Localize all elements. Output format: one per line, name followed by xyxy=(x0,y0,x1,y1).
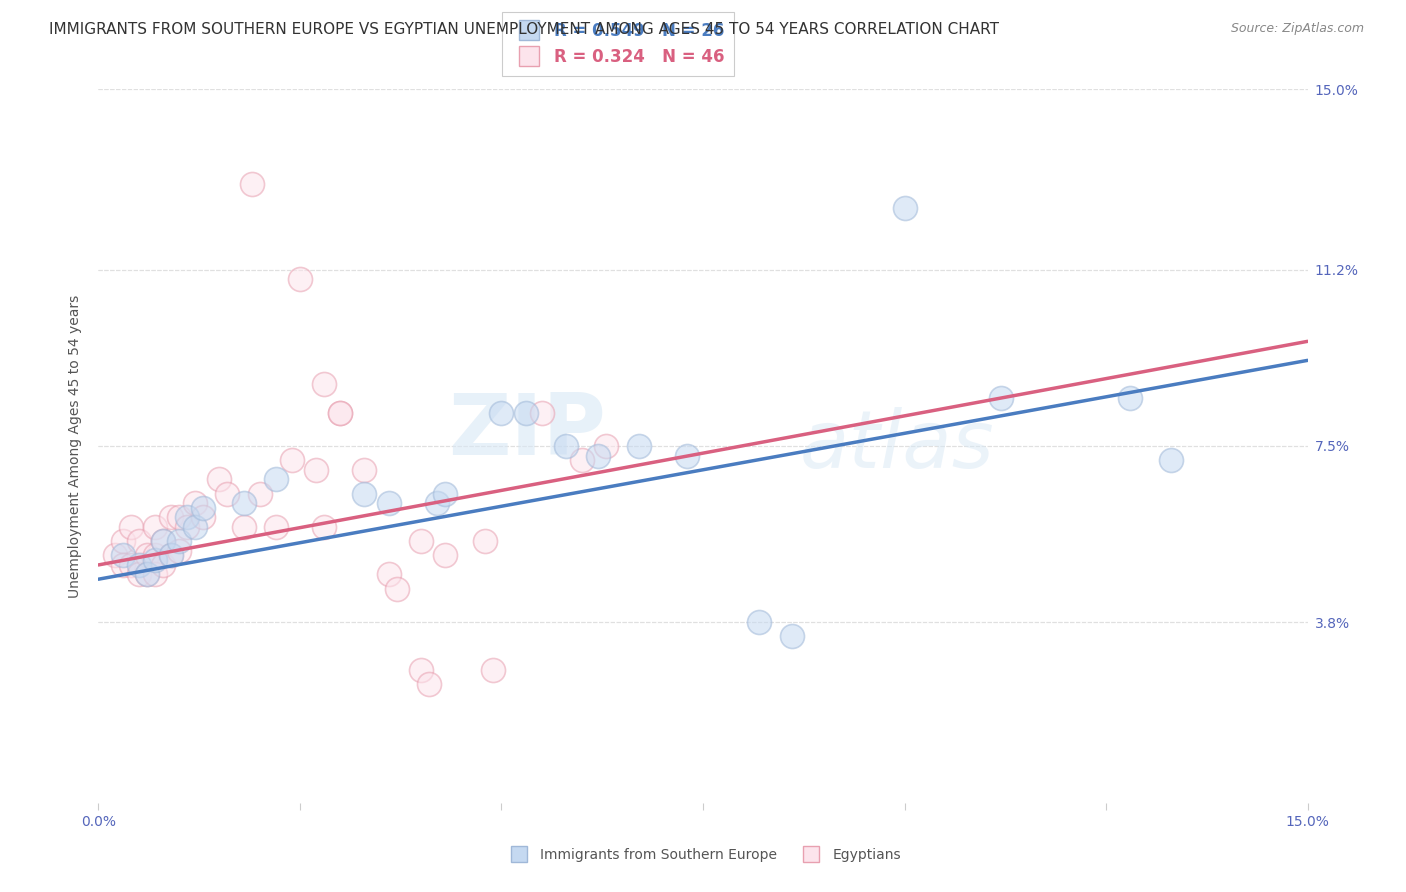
Point xyxy=(167,510,190,524)
Point xyxy=(176,510,198,524)
Point xyxy=(571,453,593,467)
Point xyxy=(627,439,650,453)
Point xyxy=(385,582,408,596)
Point xyxy=(1160,453,1182,467)
Point xyxy=(482,663,505,677)
Point xyxy=(128,567,150,582)
Point xyxy=(160,510,183,524)
Point xyxy=(474,534,496,549)
Point xyxy=(167,543,190,558)
Text: Source: ZipAtlas.com: Source: ZipAtlas.com xyxy=(1230,22,1364,36)
Point xyxy=(120,558,142,572)
Text: ZIP: ZIP xyxy=(449,390,606,474)
Point xyxy=(409,534,432,549)
Point xyxy=(264,472,287,486)
Point xyxy=(167,534,190,549)
Point xyxy=(329,406,352,420)
Point xyxy=(240,178,263,192)
Point xyxy=(990,392,1012,406)
Point xyxy=(555,439,578,453)
Point xyxy=(305,463,328,477)
Point xyxy=(152,558,174,572)
Point xyxy=(143,520,166,534)
Legend: Immigrants from Southern Europe, Egyptians: Immigrants from Southern Europe, Egyptia… xyxy=(499,842,907,867)
Point xyxy=(491,406,513,420)
Point xyxy=(893,201,915,215)
Point xyxy=(249,486,271,500)
Point xyxy=(264,520,287,534)
Point xyxy=(377,567,399,582)
Point xyxy=(184,520,207,534)
Point xyxy=(103,549,125,563)
Point xyxy=(586,449,609,463)
Point xyxy=(143,567,166,582)
Point xyxy=(377,496,399,510)
Point xyxy=(314,520,336,534)
Point xyxy=(314,377,336,392)
Point xyxy=(160,549,183,563)
Point xyxy=(780,629,803,643)
Point xyxy=(676,449,699,463)
Point xyxy=(120,520,142,534)
Point xyxy=(232,496,254,510)
Point xyxy=(208,472,231,486)
Point xyxy=(135,549,157,563)
Point xyxy=(515,406,537,420)
Point xyxy=(128,558,150,572)
Point xyxy=(193,500,215,515)
Point xyxy=(111,534,134,549)
Point xyxy=(281,453,304,467)
Point xyxy=(288,272,311,286)
Point xyxy=(143,553,166,567)
Point xyxy=(176,520,198,534)
Point xyxy=(530,406,553,420)
Point xyxy=(595,439,617,453)
Point xyxy=(152,534,174,549)
Point xyxy=(353,486,375,500)
Point xyxy=(135,567,157,582)
Point xyxy=(748,615,770,629)
Point xyxy=(426,496,449,510)
Point xyxy=(111,558,134,572)
Point xyxy=(232,520,254,534)
Point xyxy=(418,677,440,691)
Point xyxy=(135,567,157,582)
Y-axis label: Unemployment Among Ages 45 to 54 years: Unemployment Among Ages 45 to 54 years xyxy=(69,294,83,598)
Point xyxy=(160,549,183,563)
Legend: R = 0.549   N = 26, R = 0.324   N = 46: R = 0.549 N = 26, R = 0.324 N = 46 xyxy=(502,12,734,76)
Point xyxy=(143,549,166,563)
Point xyxy=(193,510,215,524)
Text: IMMIGRANTS FROM SOUTHERN EUROPE VS EGYPTIAN UNEMPLOYMENT AMONG AGES 45 TO 54 YEA: IMMIGRANTS FROM SOUTHERN EUROPE VS EGYPT… xyxy=(49,22,1000,37)
Point xyxy=(184,496,207,510)
Point xyxy=(434,486,457,500)
Point xyxy=(1119,392,1142,406)
Point xyxy=(434,549,457,563)
Point xyxy=(409,663,432,677)
Point xyxy=(111,549,134,563)
Point xyxy=(353,463,375,477)
Text: atlas: atlas xyxy=(800,407,994,485)
Point xyxy=(128,534,150,549)
Point xyxy=(329,406,352,420)
Point xyxy=(152,534,174,549)
Point xyxy=(217,486,239,500)
